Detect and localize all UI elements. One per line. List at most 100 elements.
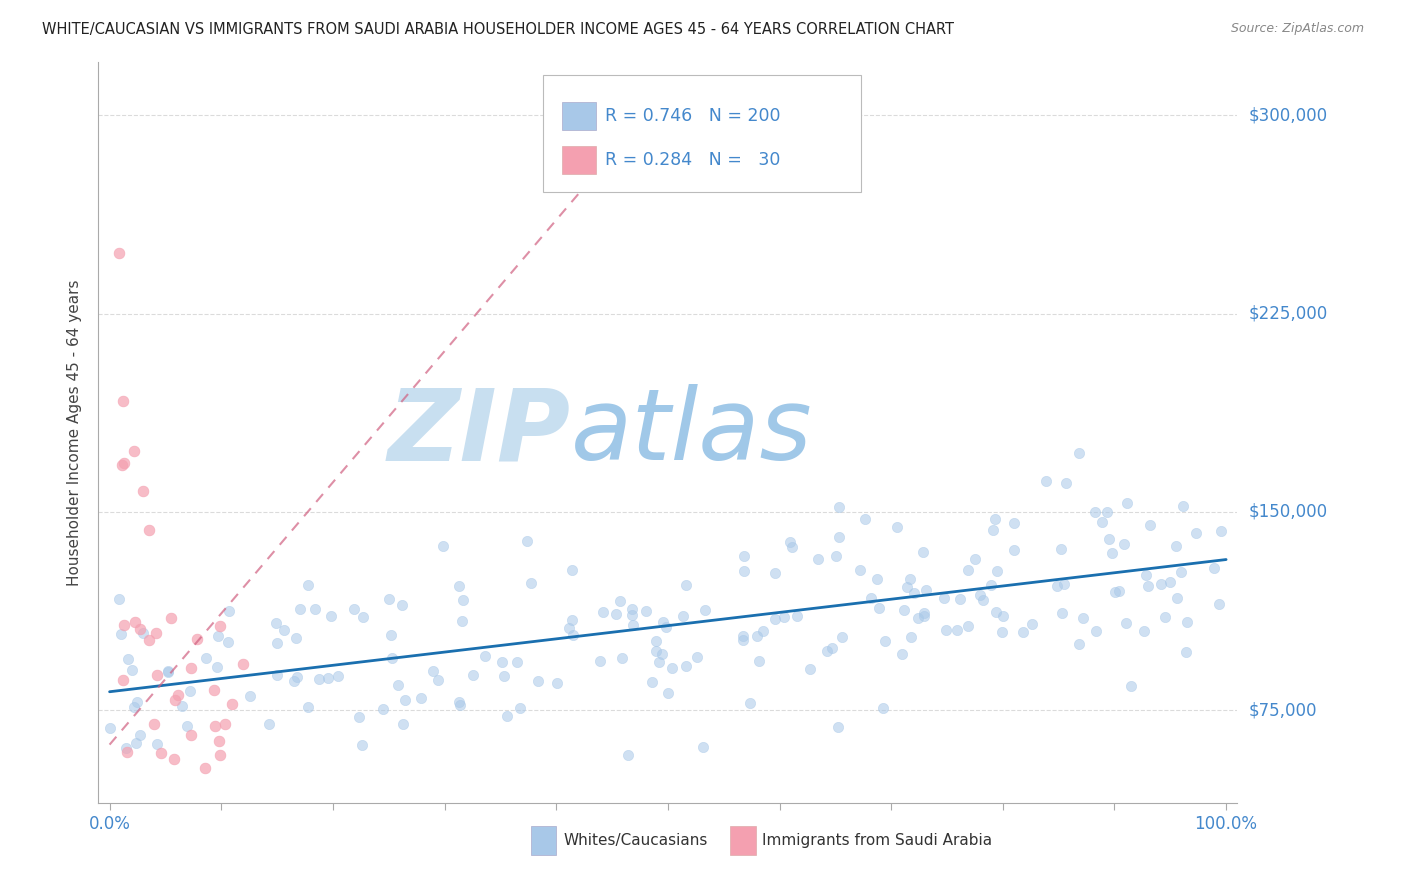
Point — [763, 611, 786, 625]
Point — [98, 721, 121, 735]
Point — [316, 671, 339, 685]
Point — [1046, 579, 1069, 593]
Point — [273, 623, 295, 637]
Point — [873, 634, 896, 648]
Point — [546, 676, 568, 690]
Point — [380, 628, 402, 642]
Text: $75,000: $75,000 — [1249, 701, 1317, 719]
Point — [733, 630, 755, 644]
Point — [239, 690, 262, 704]
Point — [111, 393, 134, 408]
Point — [828, 500, 851, 514]
Point — [266, 667, 288, 681]
Point — [765, 566, 787, 580]
Point — [780, 540, 803, 554]
Point — [963, 552, 986, 566]
Point — [138, 524, 160, 538]
Point — [592, 605, 614, 619]
Point — [609, 594, 631, 608]
Point — [986, 564, 1008, 578]
Point — [447, 695, 470, 709]
Point — [146, 737, 169, 751]
Point — [179, 684, 201, 698]
Y-axis label: Householder Income Ages 45 - 64 years: Householder Income Ages 45 - 64 years — [67, 279, 83, 586]
Point — [491, 655, 513, 669]
Point — [1012, 625, 1035, 640]
Text: $225,000: $225,000 — [1249, 305, 1327, 323]
Point — [208, 619, 231, 633]
Point — [986, 606, 1008, 620]
Point — [866, 572, 889, 586]
Point — [447, 579, 470, 593]
Point — [641, 675, 664, 690]
Point — [180, 729, 202, 743]
Point — [121, 663, 143, 677]
Point — [122, 700, 145, 714]
Point — [825, 549, 848, 564]
Point — [349, 710, 371, 724]
Point — [621, 608, 644, 623]
Point — [981, 523, 1004, 537]
Text: Immigrants from Saudi Arabia: Immigrants from Saudi Arabia — [762, 833, 993, 848]
Point — [125, 736, 148, 750]
Point — [112, 456, 135, 470]
Point — [912, 609, 935, 624]
Point — [692, 740, 714, 755]
Point — [620, 602, 643, 616]
Point — [149, 747, 172, 761]
Point — [1067, 445, 1090, 459]
Point — [156, 665, 179, 680]
Text: R = 0.284   N =   30: R = 0.284 N = 30 — [605, 151, 780, 169]
Point — [221, 698, 243, 712]
Text: Whites/Caucasians: Whites/Caucasians — [562, 833, 707, 848]
Point — [290, 601, 312, 615]
Point — [991, 624, 1014, 639]
Point — [1164, 539, 1187, 553]
Point — [815, 643, 838, 657]
Point — [1154, 610, 1177, 624]
Point — [853, 512, 876, 526]
Point — [671, 609, 693, 624]
Point — [647, 655, 669, 669]
Point — [110, 627, 132, 641]
Point — [1073, 611, 1095, 625]
Point — [451, 593, 474, 607]
Point — [205, 660, 228, 674]
Point — [980, 577, 1002, 591]
Point — [1170, 565, 1192, 579]
Point — [304, 602, 326, 616]
Point — [117, 652, 139, 666]
Point — [984, 511, 1007, 525]
Point — [297, 700, 319, 714]
Point — [495, 709, 517, 723]
Point — [209, 747, 232, 762]
Point — [821, 641, 844, 656]
Point — [509, 701, 531, 715]
Point — [1135, 568, 1157, 582]
Point — [1002, 543, 1025, 558]
Point — [1159, 574, 1181, 589]
Point — [391, 598, 413, 612]
Point — [352, 610, 374, 624]
Point — [1171, 500, 1194, 514]
Point — [612, 651, 634, 665]
Point — [180, 661, 202, 675]
Point — [745, 629, 768, 643]
Point — [945, 623, 967, 637]
Point — [266, 636, 288, 650]
Point — [738, 696, 761, 710]
Point — [898, 572, 921, 586]
Point — [505, 655, 527, 669]
Point — [411, 691, 433, 706]
Point — [422, 665, 444, 679]
Point — [617, 747, 640, 762]
Point — [124, 615, 146, 630]
Point — [915, 583, 938, 598]
Point — [1104, 584, 1126, 599]
Point — [993, 609, 1015, 624]
Point — [194, 761, 217, 775]
Point — [655, 620, 678, 634]
Point — [112, 673, 135, 687]
Point — [956, 619, 979, 633]
Point — [645, 643, 668, 657]
